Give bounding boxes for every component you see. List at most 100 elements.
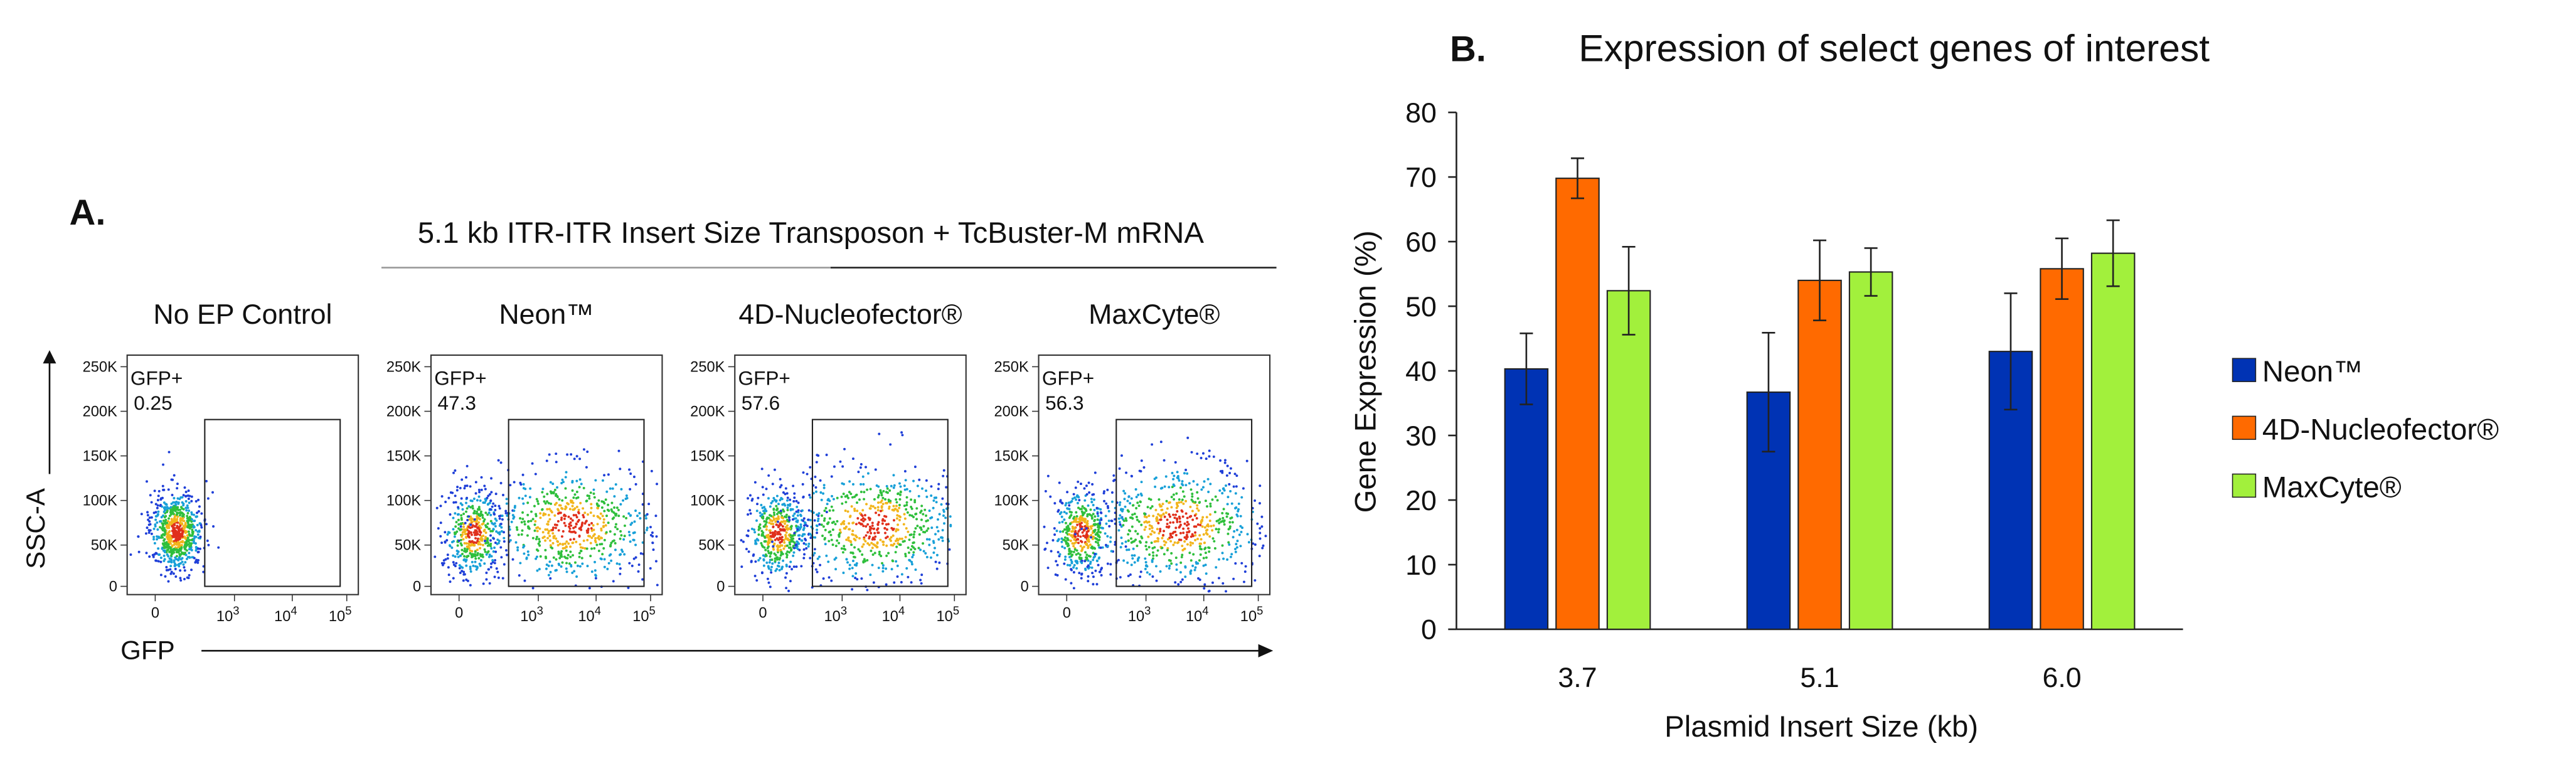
event-dot (154, 559, 157, 562)
event-dot (1198, 578, 1201, 581)
event-dot (765, 525, 769, 528)
event-dot (556, 540, 560, 543)
event-dot (1215, 566, 1218, 569)
event-dot (505, 549, 508, 552)
event-dot (522, 487, 525, 490)
event-dot (1146, 506, 1149, 509)
event-dot (562, 543, 565, 546)
event-dot (768, 521, 771, 525)
event-dot (461, 531, 464, 534)
event-dot (875, 484, 878, 487)
event-dot (803, 533, 806, 536)
event-dot (522, 482, 525, 486)
event-dot (863, 558, 866, 561)
event-dot (848, 491, 851, 494)
event-dot (839, 460, 842, 463)
event-dot (550, 509, 553, 513)
event-dot (793, 531, 796, 535)
event-dot (1136, 501, 1139, 504)
event-dot (862, 543, 865, 546)
event-dot (788, 527, 791, 530)
event-dot (1183, 540, 1186, 543)
event-dot (1153, 531, 1156, 534)
event-dot (760, 516, 764, 519)
event-dot (146, 480, 148, 483)
event-dot (1229, 489, 1232, 493)
event-dot (1074, 560, 1077, 563)
event-dot (599, 543, 602, 546)
event-dot (1158, 498, 1161, 501)
event-dot (1049, 495, 1052, 498)
event-dot (868, 529, 871, 532)
event-dot (1221, 492, 1224, 495)
event-dot (767, 581, 770, 584)
event-dot (774, 530, 777, 533)
event-dot (1173, 516, 1176, 520)
event-dot (1209, 502, 1212, 505)
event-dot (904, 555, 907, 558)
event-dot (1148, 573, 1151, 576)
event-dot (545, 567, 548, 570)
event-dot (773, 552, 776, 555)
event-dot (650, 469, 653, 472)
event-dot (527, 553, 530, 557)
event-dot (435, 506, 439, 509)
event-dot (568, 525, 570, 528)
event-dot (580, 550, 583, 553)
event-dot (1094, 528, 1097, 531)
event-dot (753, 481, 757, 484)
event-dot (460, 514, 463, 517)
event-dot (819, 479, 822, 482)
event-dot (1228, 471, 1232, 474)
event-dot (1085, 533, 1088, 536)
event-dot (159, 504, 162, 508)
event-dot (1168, 564, 1171, 567)
event-dot (817, 517, 820, 520)
event-dot (896, 517, 898, 520)
event-dot (1151, 443, 1154, 446)
event-dot (1118, 503, 1121, 506)
event-dot (445, 539, 449, 542)
event-dot (1055, 530, 1058, 533)
event-dot (1203, 541, 1206, 545)
event-dot (1202, 564, 1205, 567)
event-dot (494, 517, 497, 520)
event-dot (1182, 527, 1185, 530)
event-dot (168, 523, 170, 526)
event-dot (770, 565, 773, 568)
event-dot (1070, 582, 1073, 585)
event-dot (1237, 509, 1240, 513)
event-dot (1229, 467, 1232, 470)
event-dot (1050, 550, 1053, 553)
event-dot (1139, 501, 1142, 504)
event-dot (1125, 519, 1128, 522)
event-dot (826, 503, 829, 506)
event-dot (893, 508, 897, 511)
event-dot (910, 507, 913, 510)
event-dot (799, 513, 802, 516)
event-dot (903, 470, 907, 473)
event-dot (1140, 459, 1143, 462)
event-dot (848, 480, 851, 483)
event-dot (651, 531, 654, 534)
event-dot (747, 529, 750, 532)
event-dot (1208, 449, 1211, 452)
event-dot (1054, 573, 1057, 576)
event-dot (184, 552, 187, 555)
event-dot (882, 489, 885, 493)
event-dot (1122, 520, 1126, 523)
event-dot (462, 538, 465, 541)
event-dot (932, 541, 935, 545)
event-dot (454, 494, 457, 498)
event-dot (483, 562, 486, 565)
event-dot (178, 528, 181, 531)
event-dot (873, 498, 876, 501)
event-dot (466, 484, 469, 488)
event-dot (615, 506, 619, 509)
gate-value: 57.6 (742, 392, 780, 414)
event-dot (461, 566, 464, 569)
event-dot (619, 467, 622, 471)
event-dot (168, 530, 171, 533)
event-dot (489, 534, 492, 537)
event-dot (767, 567, 770, 570)
